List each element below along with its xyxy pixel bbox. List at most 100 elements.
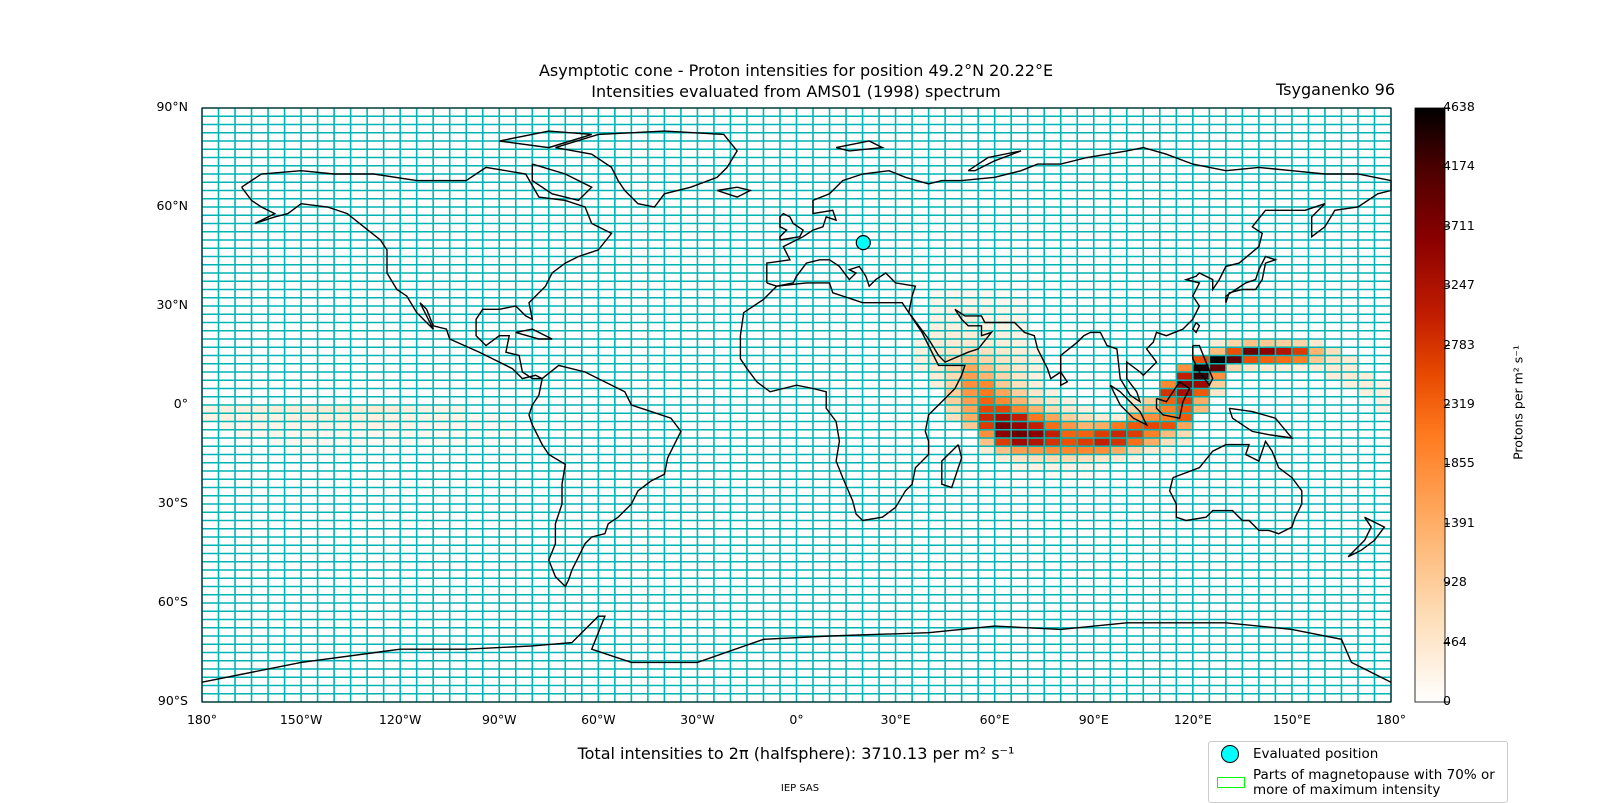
heatmap-cell: [1291, 339, 1309, 348]
heatmap-cell: [1077, 421, 1095, 431]
heatmap-cell: [400, 438, 417, 447]
heatmap-cell: [301, 413, 318, 422]
heatmap-cell: [1159, 421, 1177, 431]
heatmap-cell: [482, 429, 500, 439]
heatmap-cell: [1225, 347, 1243, 356]
heatmap-cell: [1060, 421, 1078, 431]
heatmap-cell: [945, 413, 962, 422]
heatmap-cell: [334, 421, 351, 431]
heatmap-cell: [367, 429, 384, 439]
heatmap-cell: [1060, 405, 1078, 414]
heatmap-cell: [1242, 355, 1260, 365]
coastline-greenland: [555, 130, 738, 208]
evaluated-position-swatch: [1221, 745, 1239, 763]
heatmap-cell: [400, 421, 417, 431]
colorbar-tick-label: 1391: [1443, 514, 1475, 530]
heatmap-cell: [994, 438, 1012, 447]
heatmap-cell: [433, 438, 451, 447]
heatmap-cell: [1060, 429, 1078, 439]
chart-title-line2: Intensities evaluated from AMS01 (1998) …: [591, 82, 1001, 101]
heatmap-cell: [1192, 380, 1210, 389]
heatmap-cell: [218, 421, 236, 431]
heatmap-cell: [433, 405, 451, 414]
coastline-eurasia: [766, 146, 1392, 404]
heatmap-cell: [1159, 388, 1177, 398]
heatmap-cell: [301, 438, 318, 447]
heatmap-cell: [367, 405, 384, 414]
heatmap-cell: [268, 413, 285, 422]
heatmap-cell: [1126, 429, 1144, 439]
heatmap-cell: [912, 339, 929, 348]
heatmap-cell: [317, 446, 335, 455]
heatmap-cell: [912, 355, 929, 365]
heatmap-cell: [350, 413, 368, 422]
heatmap-cell: [978, 421, 995, 431]
heatmap-cell: [945, 322, 962, 332]
x-tick-label: 90°W: [481, 712, 517, 727]
heatmap-cell: [350, 438, 368, 447]
heatmap-cell: [1159, 396, 1177, 406]
x-tick-label: 150°W: [279, 712, 323, 727]
coastline-taiwan: [1191, 322, 1201, 334]
heatmap-cell: [978, 322, 995, 332]
heatmap-cell: [945, 372, 962, 381]
heatmap-cell: [945, 355, 962, 365]
heatmap-cell: [1143, 446, 1161, 455]
heatmap-cell: [1176, 405, 1194, 414]
heatmap-cell: [1308, 363, 1326, 373]
heatmap-cell: [482, 421, 500, 431]
heatmap-cell: [1044, 471, 1062, 480]
heatmap-cell: [1159, 429, 1177, 439]
heatmap-cell: [1027, 347, 1045, 356]
heatmap-cell: [251, 429, 269, 439]
heatmap-cell: [301, 446, 318, 455]
coastline-antarctica: [201, 615, 1392, 683]
heatmap-cell: [1192, 388, 1210, 398]
heatmap-cell: [1176, 372, 1194, 381]
heatmap-cell: [1093, 446, 1111, 455]
heatmap-cell: [978, 339, 995, 348]
heatmap-cell: [945, 306, 962, 315]
coastline-australia: [1168, 439, 1303, 535]
heatmap-cell: [416, 438, 434, 447]
heatmap-cell: [1374, 380, 1392, 389]
heatmap-cell: [1011, 339, 1028, 348]
heatmap-cell: [268, 438, 285, 447]
heatmap-cell: [334, 429, 351, 439]
heatmap-cell: [1011, 306, 1028, 315]
heatmap-cell: [1060, 446, 1078, 455]
heatmap-cell: [1011, 429, 1028, 439]
heatmap-cell: [978, 314, 995, 323]
heatmap-cell: [202, 413, 219, 422]
heatmap-cell: [994, 297, 1012, 307]
coastline-japan: [1225, 255, 1278, 303]
heatmap-cell: [1044, 446, 1062, 455]
heatmap-cell: [334, 446, 351, 455]
chart-title-line1: Asymptotic cone - Proton intensities for…: [538, 61, 1054, 80]
heatmap-cell: [383, 421, 401, 431]
coastline-novaya-zemlya: [967, 150, 1022, 172]
magnetopause-swatch: [1217, 777, 1245, 788]
heatmap-cell: [1143, 429, 1161, 439]
heatmap-cell: [1176, 413, 1194, 422]
x-tick-label: 60°W: [581, 712, 616, 727]
heatmap-cell: [1258, 363, 1276, 373]
heatmap-cell: [961, 405, 979, 414]
heatmap-cell: [1324, 372, 1342, 381]
x-tick-label: 60°E: [979, 712, 1010, 727]
heatmap-cell: [1077, 429, 1095, 439]
heatmap-cell: [994, 363, 1012, 373]
heatmap-cell: [1110, 446, 1128, 455]
heatmap-cell: [449, 405, 467, 414]
heatmap-cell: [961, 363, 979, 373]
y-tick-label: 90°S: [157, 693, 188, 708]
heatmap-cell: [1093, 429, 1111, 439]
heatmap-cell: [945, 388, 962, 398]
heatmap-cell: [367, 438, 384, 447]
heatmap-cell: [317, 405, 335, 414]
heatmap-cell: [961, 330, 979, 340]
heatmap-cell: [482, 438, 500, 447]
heatmap-cell: [1143, 421, 1161, 431]
heatmap-cell: [1159, 413, 1177, 422]
